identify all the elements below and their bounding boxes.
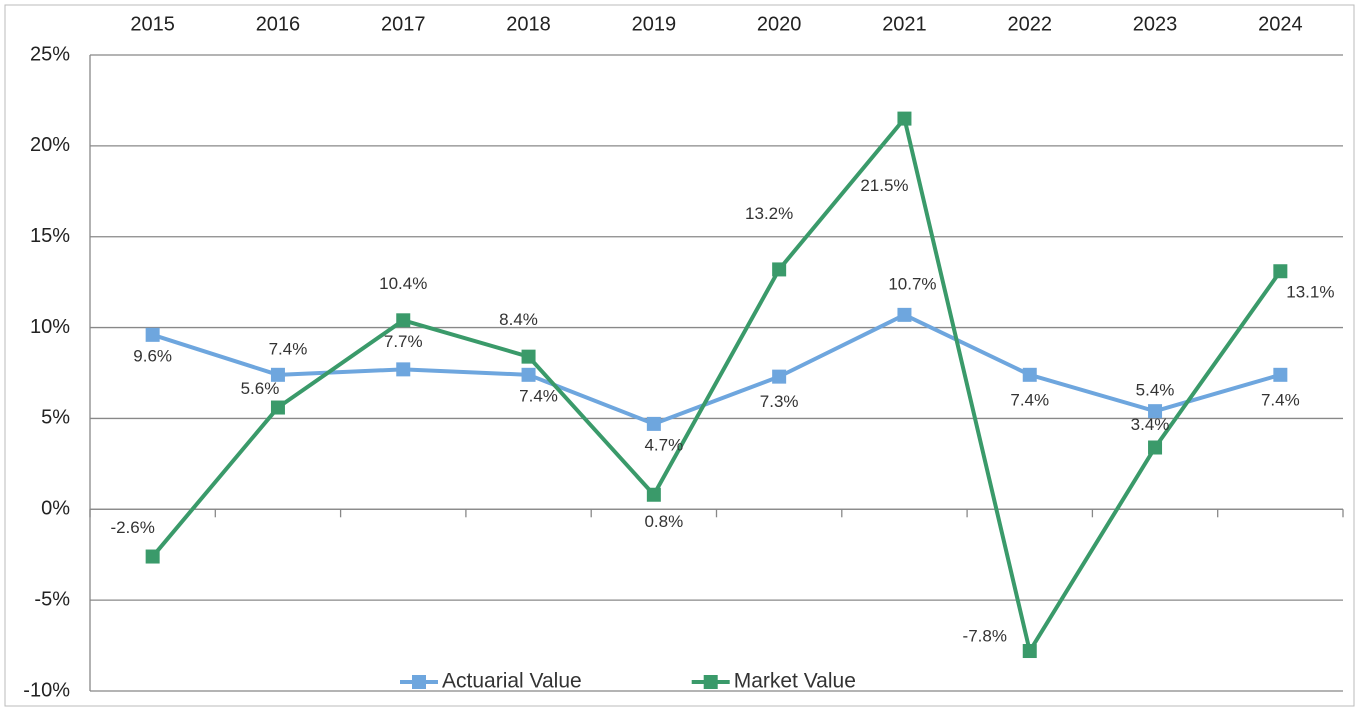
point-marker: [270, 367, 285, 382]
plot-border: [4, 4, 1355, 707]
point-marker: [396, 313, 411, 328]
data-label: 7.4%: [1261, 390, 1300, 409]
point-marker: [396, 362, 411, 377]
data-label: 5.6%: [241, 379, 280, 398]
point-marker: [1022, 367, 1037, 382]
point-marker: [1273, 367, 1288, 382]
point-marker: [897, 307, 912, 322]
y-tick-label: -10%: [23, 679, 70, 701]
data-label: 9.6%: [133, 346, 172, 365]
point-marker: [145, 549, 160, 564]
series-line: [151, 116, 1282, 654]
y-tick-label: 0%: [41, 498, 70, 520]
data-label: 13.1%: [1286, 283, 1334, 302]
point-marker: [1148, 404, 1163, 419]
x-tick-label: 2015: [130, 13, 175, 35]
point-marker: [772, 262, 787, 277]
legend-label: Actuarial Value: [442, 670, 582, 693]
data-label: -2.6%: [110, 518, 154, 537]
point-marker: [1022, 644, 1037, 659]
point-marker: [897, 111, 912, 126]
x-tick-label: 2017: [381, 13, 426, 35]
point-marker: [521, 349, 536, 364]
x-tick-label: 2024: [1258, 13, 1303, 35]
x-tick-label: 2020: [757, 13, 802, 35]
y-tick-label: 10%: [30, 316, 70, 338]
data-label: 4.7%: [644, 435, 683, 454]
point-marker: [270, 400, 285, 415]
point-marker: [145, 327, 160, 342]
data-label: 10.7%: [888, 274, 936, 293]
x-tick-label: 2022: [1008, 13, 1053, 35]
data-label: 7.3%: [760, 392, 799, 411]
data-label: 3.4%: [1131, 415, 1170, 434]
x-tick-label: 2016: [256, 13, 301, 35]
x-tick-label: 2023: [1133, 13, 1178, 35]
point-marker: [1148, 440, 1163, 455]
data-label: 7.7%: [384, 332, 423, 351]
point-marker: [646, 416, 661, 431]
point-marker: [772, 369, 787, 384]
legend-label: Market Value: [734, 670, 856, 693]
point-marker: [521, 367, 536, 382]
data-label: 0.8%: [644, 512, 683, 531]
data-label: 13.2%: [745, 204, 793, 223]
x-tick-label: 2018: [506, 13, 551, 35]
y-tick-label: -5%: [34, 588, 70, 610]
legend-swatch: [703, 675, 718, 689]
data-label: 5.4%: [1136, 381, 1175, 400]
data-label: 8.4%: [499, 310, 538, 329]
y-tick-label: 5%: [41, 407, 70, 429]
series-line: [152, 312, 1281, 426]
data-label: 7.4%: [269, 339, 308, 358]
y-tick-label: 25%: [30, 43, 70, 65]
y-tick-label: 20%: [30, 134, 70, 156]
data-label: 7.4%: [519, 386, 558, 405]
data-label: 10.4%: [379, 274, 427, 293]
data-label: -7.8%: [963, 627, 1007, 646]
data-label: 21.5%: [860, 176, 908, 195]
data-label: 7.4%: [1010, 390, 1049, 409]
point-marker: [646, 487, 661, 502]
x-tick-label: 2019: [632, 13, 677, 35]
point-marker: [1273, 264, 1288, 279]
x-tick-label: 2021: [882, 13, 927, 35]
legend-swatch: [412, 675, 426, 689]
y-tick-label: 15%: [30, 225, 70, 247]
